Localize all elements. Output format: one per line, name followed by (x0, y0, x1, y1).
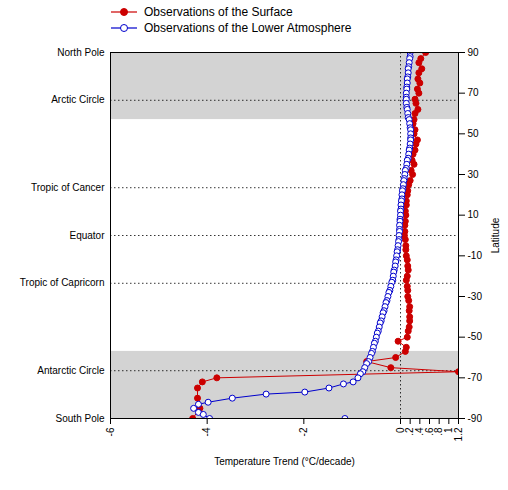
svg-text:Temperature Trend (°C/decade): Temperature Trend (°C/decade) (214, 456, 355, 467)
svg-text:.2: .2 (404, 427, 416, 436)
svg-text:-10: -10 (468, 250, 483, 261)
svg-text:Tropic of Capricorn: Tropic of Capricorn (20, 277, 105, 288)
svg-text:South Pole: South Pole (56, 413, 105, 424)
svg-text:-90: -90 (468, 413, 483, 424)
html-text:Observations of the Surface: Observations of the Surface (144, 5, 293, 19)
svg-text:50: 50 (468, 128, 480, 139)
svg-text:.8: .8 (433, 427, 445, 436)
svg-text:.6: .6 (423, 427, 435, 436)
svg-text:Equator: Equator (69, 230, 105, 241)
svg-text:Arctic Circle: Arctic Circle (51, 94, 105, 105)
svg-text:North Pole: North Pole (57, 47, 105, 58)
svg-text:70: 70 (468, 87, 480, 98)
svg-text:0: 0 (394, 427, 406, 434)
svg-text:-2: -2 (298, 427, 309, 436)
svg-text:-4: -4 (201, 427, 212, 436)
svg-text:-70: -70 (468, 372, 483, 383)
svg-text:-50: -50 (468, 331, 483, 342)
svg-text:-6: -6 (105, 427, 116, 436)
svg-text:Latitude: Latitude (490, 217, 501, 253)
svg-text:30: 30 (468, 169, 480, 180)
svg-text:-30: -30 (468, 291, 483, 302)
svg-text:Antarctic Circle: Antarctic Circle (37, 365, 105, 376)
svg-text:1.2: 1.2 (453, 427, 464, 441)
svg-text:1: 1 (443, 427, 454, 434)
html-text:Observations of the Lower Atmo: Observations of the Lower Atmosphere (144, 21, 352, 35)
svg-text:10: 10 (468, 209, 480, 220)
svg-text:Tropic of Cancer: Tropic of Cancer (31, 182, 105, 193)
svg-text:90: 90 (468, 47, 480, 58)
svg-text:.4: .4 (414, 427, 425, 436)
